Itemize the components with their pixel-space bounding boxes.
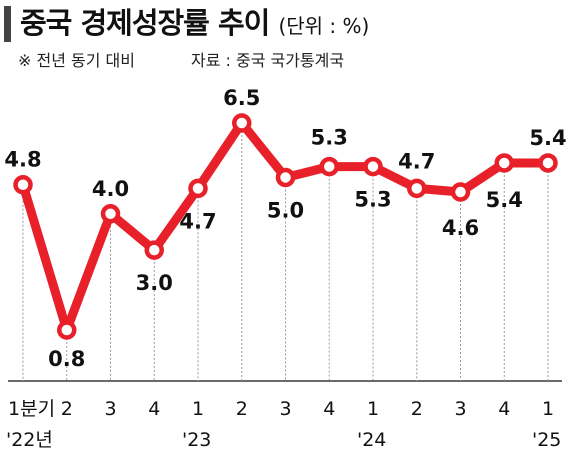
year-label: '25 xyxy=(532,429,561,451)
data-label: 5.4 xyxy=(529,126,566,150)
data-point xyxy=(407,178,427,199)
chart-title-text: 중국 경제성장률 추이 xyxy=(20,6,270,40)
data-label: 5.4 xyxy=(486,188,523,212)
x-tick-label: 4 xyxy=(148,398,160,420)
subtitle-row: ※ 전년 동기 대비 자료 : 중국 국가통계국 xyxy=(18,47,344,71)
data-label: 4.6 xyxy=(442,216,479,240)
x-tick-label: 1분기 xyxy=(8,398,55,420)
data-point xyxy=(13,174,33,195)
x-tick-label: 3 xyxy=(279,398,291,420)
title-accent-bar xyxy=(4,6,11,42)
year-label: '24 xyxy=(357,429,386,451)
unit-label: (단위 : %) xyxy=(278,14,370,38)
x-tick-label: 2 xyxy=(61,398,73,420)
data-point xyxy=(319,156,339,177)
x-tick-label: 3 xyxy=(104,398,116,420)
year-label: '23 xyxy=(182,429,211,451)
data-point xyxy=(494,153,514,173)
data-point xyxy=(57,320,77,340)
data-point xyxy=(538,153,558,173)
data-label: 4.7 xyxy=(179,209,216,233)
data-point xyxy=(100,204,121,224)
data-label: 0.8 xyxy=(48,347,85,371)
x-tick-label: 1 xyxy=(192,398,204,420)
data-label: 4.7 xyxy=(398,149,435,173)
x-tick-label: 2 xyxy=(411,398,423,420)
basis-note: ※ 전년 동기 대비 xyxy=(18,51,135,70)
data-point xyxy=(450,182,471,202)
data-point xyxy=(188,178,208,199)
x-tick-label: 4 xyxy=(323,398,335,420)
data-label: 4.8 xyxy=(4,148,41,172)
x-tick-label: 4 xyxy=(498,398,510,420)
data-label: 5.0 xyxy=(267,198,304,222)
data-label: 6.5 xyxy=(223,86,260,110)
year-label: '22년 xyxy=(6,429,53,451)
x-tick-label: 3 xyxy=(454,398,466,420)
x-tick-label: 1 xyxy=(542,398,554,420)
data-label: 5.3 xyxy=(311,126,348,150)
data-label: 4.0 xyxy=(92,177,129,201)
data-label: 3.0 xyxy=(136,271,173,295)
data-point xyxy=(275,167,296,188)
title-row: 중국 경제성장률 추이 (단위 : %) xyxy=(0,0,570,46)
data-label: 5.3 xyxy=(354,188,391,212)
x-tick-label: 2 xyxy=(236,398,248,420)
source-note: 자료 : 중국 국가통계국 xyxy=(190,51,345,70)
data-point xyxy=(232,113,252,133)
x-tick-label: 1 xyxy=(367,398,379,420)
data-point xyxy=(363,156,383,177)
chart-title: 중국 경제성장률 추이 (단위 : %) xyxy=(20,2,369,47)
data-point xyxy=(144,240,164,260)
